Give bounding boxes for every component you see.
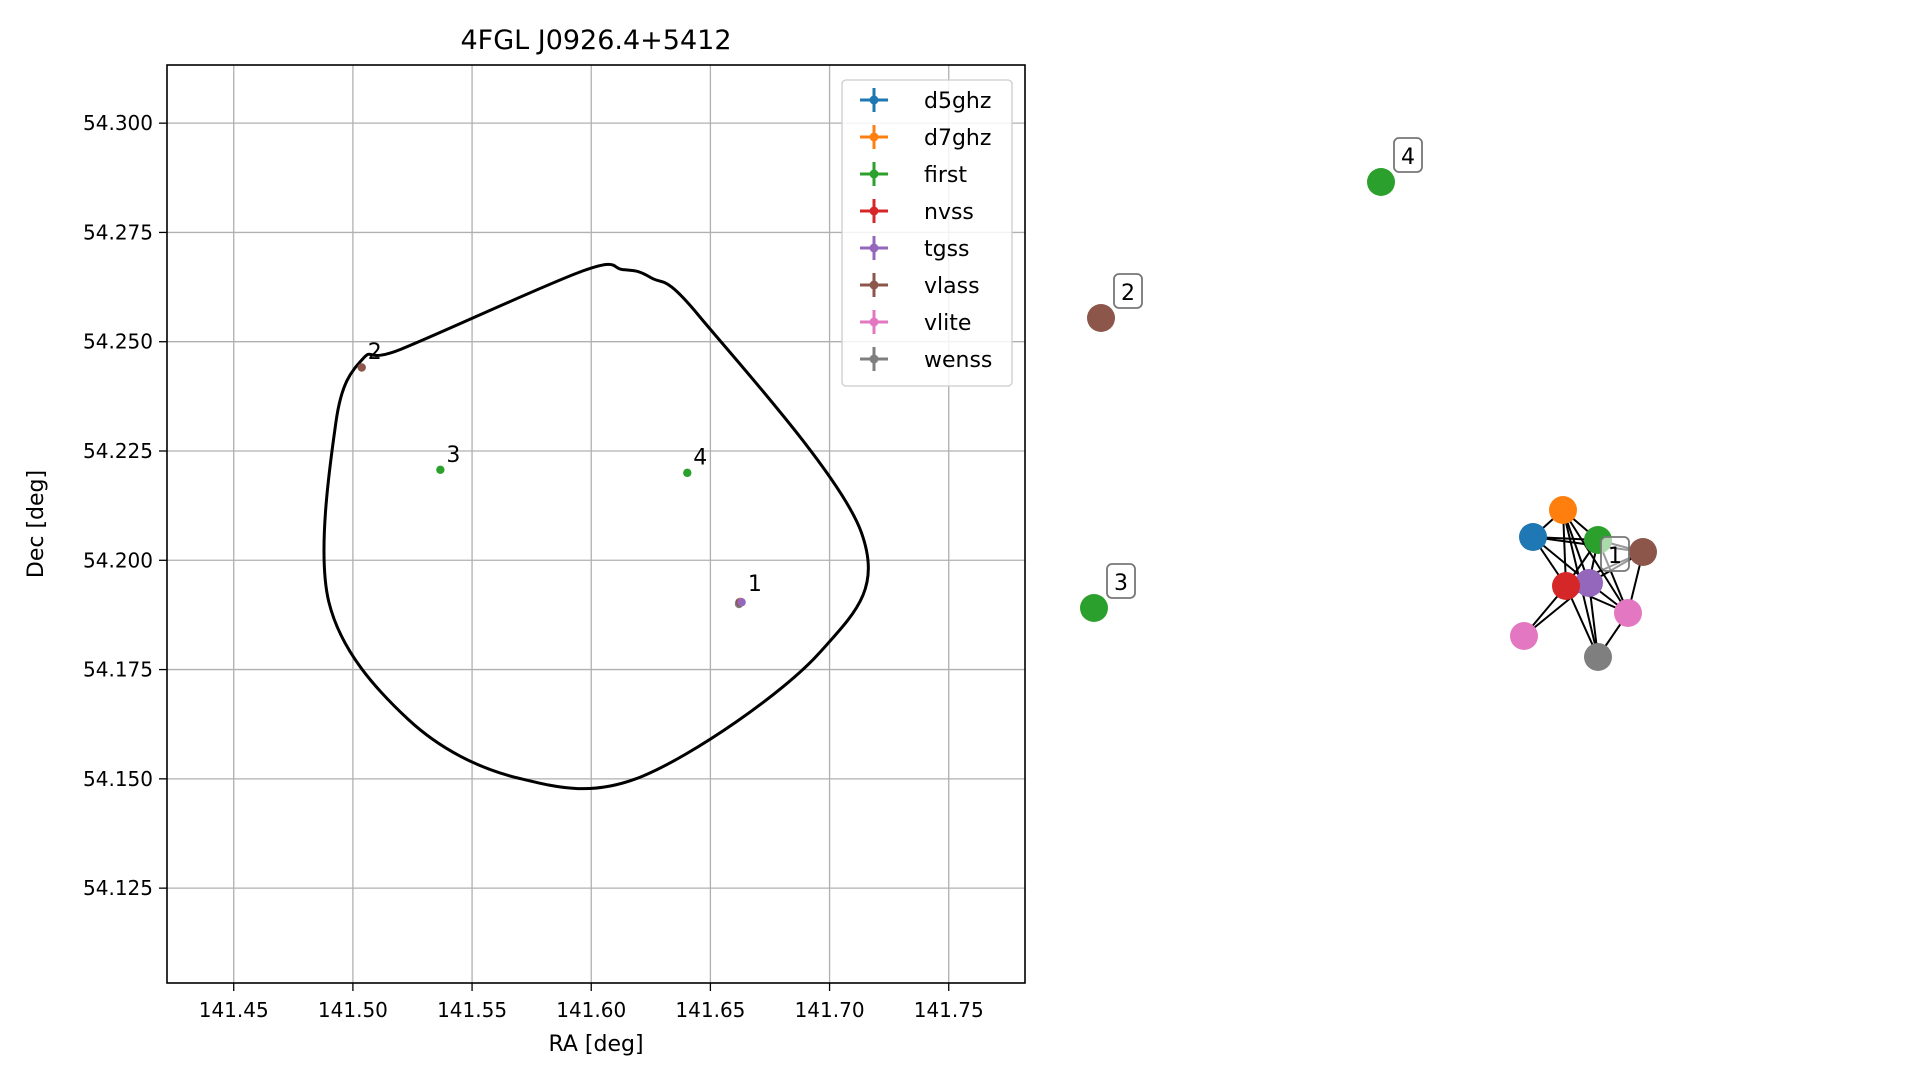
network-node-first <box>1080 594 1108 622</box>
source-points: 1 2 3 4 <box>357 340 762 609</box>
crossmatch-network: 1 2 3 4 <box>1080 137 1657 671</box>
legend-box <box>841 79 1013 387</box>
network-edge <box>1562 509 1629 614</box>
point-annotation: 4 <box>693 445 707 470</box>
legend-label: tgss <box>924 237 970 262</box>
network-label-box <box>1113 273 1143 309</box>
network-node-vlite <box>1510 622 1538 650</box>
network-label-text: 1 <box>1608 544 1622 569</box>
network-label: 3 <box>1106 563 1136 599</box>
x-tick-label: 141.50 <box>318 998 388 1022</box>
network-label: 2 <box>1113 273 1143 309</box>
x-tick-label: 141.55 <box>437 998 507 1022</box>
legend-marker-dot <box>869 280 879 290</box>
network-label: 1 <box>1600 536 1630 572</box>
legend-entry-d7ghz: d7ghz <box>860 125 991 151</box>
x-axis-label: RA [deg] <box>548 1032 643 1057</box>
network-label-text: 2 <box>1121 281 1135 306</box>
network-node-d7ghz <box>1549 496 1577 524</box>
legend: d5ghz d7ghz first nvss tgss vlass vlite wenss <box>841 79 1013 387</box>
point-vlass <box>357 363 366 372</box>
x-tick-label: 141.60 <box>556 998 626 1022</box>
legend-entry-vlite: vlite <box>860 310 971 336</box>
legend-marker-dot <box>869 132 879 142</box>
plot-frame <box>166 64 1026 984</box>
point-tgss <box>737 598 746 607</box>
legend-label: d5ghz <box>924 89 991 114</box>
network-node-nvss <box>1552 572 1580 600</box>
network-label-box <box>1600 536 1630 572</box>
point-annotation: 1 <box>748 572 762 597</box>
network-node-first <box>1367 168 1395 196</box>
y-tick-label: 54.300 <box>83 111 153 135</box>
x-tick-label: 141.45 <box>199 998 269 1022</box>
network-node-d5ghz <box>1519 523 1547 551</box>
network-label-box <box>1106 563 1136 599</box>
legend-marker-dot <box>869 95 879 105</box>
legend-entry-tgss: tgss <box>860 236 970 262</box>
y-axis-label: Dec [deg] <box>24 470 49 578</box>
y-tick-label: 54.275 <box>83 220 153 244</box>
network-label-text: 3 <box>1114 571 1128 596</box>
y-tick-label: 54.250 <box>83 330 153 354</box>
legend-label: first <box>924 163 967 188</box>
network-node-tgss <box>1575 569 1603 597</box>
network-label: 4 <box>1393 137 1423 173</box>
localization-ellipse-layer <box>322 262 870 791</box>
point-first <box>436 465 445 474</box>
x-tick-label: 141.70 <box>795 998 865 1022</box>
legend-label: vlass <box>924 274 980 299</box>
y-tick-label: 54.125 <box>83 876 153 900</box>
legend-label: nvss <box>924 200 974 225</box>
legend-label: vlite <box>924 311 971 336</box>
y-tick-label: 54.150 <box>83 767 153 791</box>
legend-marker-dot <box>869 243 879 253</box>
legend-label: wenss <box>924 348 992 373</box>
legend-entry-first: first <box>860 162 967 188</box>
y-tick-label: 54.175 <box>83 658 153 682</box>
legend-marker-dot <box>869 354 879 364</box>
x-tick-label: 141.65 <box>675 998 745 1022</box>
legend-marker-dot <box>869 317 879 327</box>
y-tick-label: 54.225 <box>83 439 153 463</box>
y-tick-label: 54.200 <box>83 548 153 572</box>
network-node-wenss <box>1584 643 1612 671</box>
y-axis-ticks: 54.125 54.150 54.175 54.200 54.225 54.250 54.2… <box>83 111 167 900</box>
point-annotation: 3 <box>446 443 460 468</box>
x-tick-label: 141.75 <box>914 998 984 1022</box>
legend-entry-d5ghz: d5ghz <box>860 88 991 114</box>
localization-ellipse <box>322 262 870 791</box>
network-label-box <box>1393 137 1423 173</box>
legend-marker-dot <box>869 169 879 179</box>
legend-entry-wenss: wenss <box>860 347 992 373</box>
legend-entry-vlass: vlass <box>860 273 980 299</box>
legend-entry-nvss: nvss <box>860 199 974 225</box>
network-node-vlite <box>1614 599 1642 627</box>
legend-marker-dot <box>869 206 879 216</box>
chart-title: 4FGL J0926.4+5412 <box>460 25 731 56</box>
point-first <box>683 468 692 478</box>
network-label-text: 4 <box>1401 145 1415 170</box>
point-annotation: 2 <box>368 340 382 365</box>
network-node-vlass <box>1087 304 1115 332</box>
network-node-vlass <box>1629 538 1657 566</box>
x-axis-ticks: 141.45 141.50 141.55 141.60 141.65 141.70 141.… <box>199 983 984 1022</box>
legend-label: d7ghz <box>924 126 991 151</box>
